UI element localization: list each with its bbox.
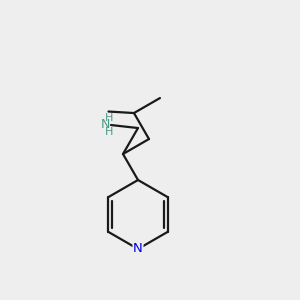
- Text: H: H: [105, 127, 114, 136]
- Text: N: N: [133, 242, 143, 256]
- Text: N: N: [100, 118, 110, 130]
- Text: H: H: [105, 112, 114, 122]
